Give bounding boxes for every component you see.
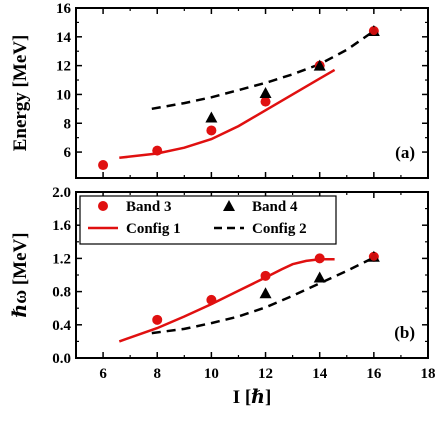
y-tick-label: 2.0 bbox=[52, 185, 71, 201]
band4-point bbox=[259, 287, 272, 299]
panel-a: 6 8 10 12 14 16 Energy [MeV] (a) bbox=[10, 1, 429, 179]
legend-label: Config 2 bbox=[252, 221, 307, 237]
band3-point bbox=[152, 314, 163, 325]
y-tick-label: 0.0 bbox=[52, 351, 71, 367]
config1-curve bbox=[118, 257, 335, 343]
y-tick-label: 6 bbox=[64, 145, 72, 161]
panel-label: (b) bbox=[394, 323, 415, 342]
y-tick-label: 0.4 bbox=[52, 318, 71, 334]
x-axis-label: I [ℏ] bbox=[233, 387, 272, 408]
x-tick-label: 18 bbox=[421, 366, 436, 382]
config2-curve bbox=[151, 256, 375, 335]
band3-point bbox=[260, 270, 271, 281]
y-tick-label: 10 bbox=[56, 87, 71, 103]
panel-label: (a) bbox=[395, 143, 415, 162]
legend-marker-band3 bbox=[98, 201, 108, 211]
x-tick-label: 14 bbox=[312, 366, 328, 382]
x-tick-label: 12 bbox=[258, 366, 273, 382]
y-tick-label: 1.6 bbox=[52, 218, 71, 234]
legend: Band 3 Band 4 Config 1 Config 2 bbox=[79, 195, 337, 245]
x-tick-label: 6 bbox=[99, 366, 107, 382]
legend-box bbox=[79, 195, 337, 245]
band4-point bbox=[259, 87, 272, 98]
x-tick-label: 16 bbox=[366, 366, 382, 382]
y-tick-label: 14 bbox=[56, 30, 72, 46]
band4-point bbox=[313, 59, 326, 71]
band3-point bbox=[98, 160, 109, 171]
band4-point bbox=[205, 111, 218, 123]
y-tick-label: 1.2 bbox=[52, 251, 71, 267]
panel-b: 6 8 10 12 14 16 18 0.0 0.4 0.8 1.2 1.6 2.0 ℏω [MeV] I … bbox=[10, 185, 436, 408]
band3-point-overlay bbox=[369, 27, 378, 36]
legend-marker-band4 bbox=[223, 200, 235, 211]
y-axis-label: ℏω [MeV] bbox=[10, 232, 31, 317]
legend-label: Band 4 bbox=[252, 199, 298, 215]
band3-point bbox=[206, 125, 217, 136]
band3-point bbox=[314, 253, 325, 264]
x-tick-label: 8 bbox=[153, 366, 161, 382]
legend-label: Config 1 bbox=[126, 221, 181, 237]
band3-point-overlay bbox=[369, 252, 378, 261]
band3-point bbox=[152, 145, 163, 156]
config1-curve bbox=[119, 68, 336, 160]
y-axis-label: Energy [MeV] bbox=[10, 35, 31, 152]
y-tick-label: 12 bbox=[56, 59, 71, 75]
legend-label: Band 3 bbox=[126, 199, 171, 215]
y-tick-label: 16 bbox=[56, 1, 72, 17]
band3-point bbox=[260, 96, 271, 107]
y-tick-label: 8 bbox=[64, 116, 72, 132]
plot-frame bbox=[75, 7, 429, 179]
band4-point bbox=[313, 271, 326, 283]
x-tick-label: 10 bbox=[204, 366, 219, 382]
y-tick-label: 0.8 bbox=[52, 285, 71, 301]
band3-point bbox=[206, 294, 217, 305]
